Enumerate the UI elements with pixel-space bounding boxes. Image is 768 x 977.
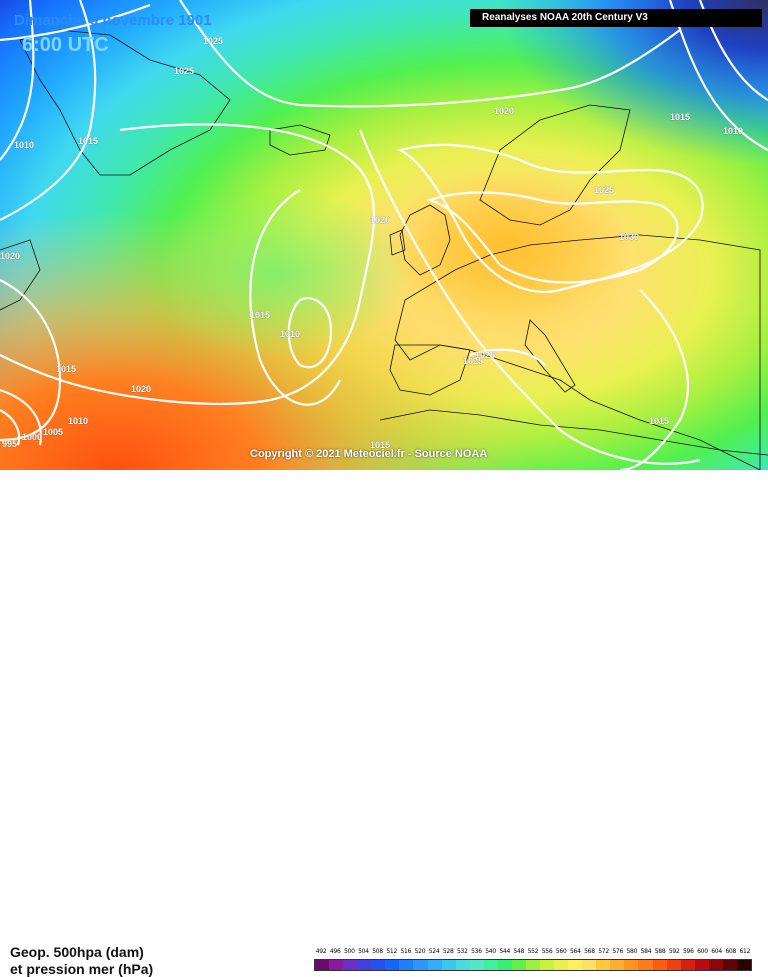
scale-swatch bbox=[610, 960, 625, 970]
isobar-label: 1015 bbox=[78, 136, 99, 146]
isobar-label: 1000 bbox=[22, 432, 43, 442]
isobar-label: 1025 bbox=[475, 350, 496, 360]
scale-swatch bbox=[666, 960, 681, 970]
scale-swatch bbox=[736, 960, 751, 970]
scale-swatch bbox=[413, 960, 428, 970]
scale-value: 520 bbox=[414, 948, 426, 955]
scale-value: 524 bbox=[428, 948, 440, 955]
scale-value: 532 bbox=[457, 948, 468, 955]
scale-value: 592 bbox=[668, 948, 680, 955]
scale-swatch bbox=[315, 960, 330, 970]
isobar-label: 1030 bbox=[619, 232, 640, 242]
isobar-label: 1025 bbox=[203, 36, 224, 46]
coastlines bbox=[0, 29, 768, 470]
scale-swatch bbox=[694, 960, 709, 970]
legend-footer: Geop. 500hpa (dam) et pression mer (hPa)… bbox=[0, 470, 768, 977]
isobar-label: 1020 bbox=[370, 215, 391, 225]
scale-value: 500 bbox=[344, 948, 355, 955]
isobar-label: 1010 bbox=[723, 126, 744, 136]
scale-swatch bbox=[427, 960, 442, 970]
isobar-label: 1025 bbox=[463, 356, 484, 366]
geopotential-field bbox=[0, 0, 768, 470]
scale-swatch bbox=[568, 960, 583, 970]
map-time: 6:00 UTC bbox=[22, 34, 109, 56]
scale-value: 560 bbox=[555, 948, 567, 955]
scale-swatch bbox=[680, 960, 695, 970]
scale-value: 584 bbox=[640, 948, 652, 955]
isobar-label: 1010 bbox=[280, 329, 301, 339]
scale-swatch bbox=[511, 960, 526, 970]
scale-value: 540 bbox=[485, 948, 496, 955]
scale-value: 508 bbox=[372, 948, 383, 955]
scale-swatch bbox=[329, 960, 344, 970]
isobar-label: 1015 bbox=[649, 416, 670, 426]
copyright-notice: Copyright © 2021 Meteociel.fr - Source N… bbox=[250, 448, 488, 460]
scale-swatch bbox=[441, 960, 456, 970]
scale-value: 596 bbox=[683, 948, 694, 955]
color-scale-labels: 492 496 500 504 508 512 516 520 524 528 532 536 540 5… bbox=[314, 948, 752, 958]
scale-value: 608 bbox=[725, 948, 736, 955]
scale-swatch bbox=[455, 960, 470, 970]
scale-swatch bbox=[385, 960, 400, 970]
color-scale-bar bbox=[314, 959, 752, 971]
scale-value: 576 bbox=[612, 948, 623, 955]
scale-value: 588 bbox=[654, 948, 666, 955]
scale-value: 548 bbox=[513, 948, 525, 955]
scale-swatch bbox=[708, 960, 723, 970]
isobar-label: 1020 bbox=[131, 384, 152, 394]
isobar-label: 1010 bbox=[14, 140, 35, 150]
isobar-label: 1015 bbox=[670, 112, 691, 122]
isobar-label: 995 bbox=[2, 439, 18, 449]
scale-swatch bbox=[596, 960, 611, 970]
scale-value: 492 bbox=[315, 948, 327, 955]
scale-value: 556 bbox=[541, 948, 553, 955]
isobar-label: 1015 bbox=[370, 440, 391, 450]
scale-swatch bbox=[483, 960, 498, 970]
scale-value: 496 bbox=[329, 948, 341, 955]
isobar-label: 1025 bbox=[174, 66, 195, 76]
scale-swatch bbox=[540, 960, 555, 970]
scale-value: 552 bbox=[527, 948, 539, 955]
scale-value: 544 bbox=[499, 948, 510, 955]
scale-swatch bbox=[497, 960, 512, 970]
scale-swatch bbox=[525, 960, 540, 970]
weather-map: Dimanche 3 novembre 1901 6:00 UTC Reanal… bbox=[0, 0, 768, 470]
scale-swatch bbox=[357, 960, 372, 970]
scale-swatch bbox=[638, 960, 653, 970]
scale-swatch bbox=[652, 960, 667, 970]
map-date: Dimanche 3 novembre 1901 bbox=[14, 12, 212, 29]
scale-swatch bbox=[343, 960, 358, 970]
isobar-label: 1025 bbox=[594, 185, 615, 195]
scale-value: 512 bbox=[386, 948, 397, 955]
scale-swatch bbox=[722, 960, 737, 970]
scale-value: 536 bbox=[471, 948, 482, 955]
scale-value: 600 bbox=[697, 948, 708, 955]
scale-value: 564 bbox=[570, 948, 581, 955]
scale-value: 612 bbox=[739, 948, 751, 955]
isobar-label: 1005 bbox=[43, 427, 64, 437]
scale-swatch bbox=[469, 960, 484, 970]
scale-value: 568 bbox=[584, 948, 595, 955]
scale-value: 528 bbox=[442, 948, 454, 955]
isobar-label: 1020 bbox=[0, 251, 21, 261]
scale-swatch bbox=[554, 960, 569, 970]
scale-value: 604 bbox=[711, 948, 722, 955]
legend-title-line1: Geop. 500hpa (dam) bbox=[10, 944, 144, 960]
scale-swatch bbox=[371, 960, 386, 970]
scale-value: 504 bbox=[358, 948, 369, 955]
legend-title-line2: et pression mer (hPa) bbox=[10, 961, 154, 977]
scale-value: 580 bbox=[626, 948, 638, 955]
isobar-label: 1010 bbox=[68, 416, 89, 426]
isobar-label: 1015 bbox=[56, 364, 77, 374]
isobar-label: 1020 bbox=[494, 106, 515, 116]
source-banner: Reanalyses NOAA 20th Century V3 bbox=[470, 9, 762, 27]
scale-swatch bbox=[399, 960, 414, 970]
scale-value: 516 bbox=[400, 948, 412, 955]
scale-value: 572 bbox=[598, 948, 609, 955]
isobar-label: 1015 bbox=[250, 310, 271, 320]
scale-swatch bbox=[624, 960, 639, 970]
scale-swatch bbox=[582, 960, 597, 970]
